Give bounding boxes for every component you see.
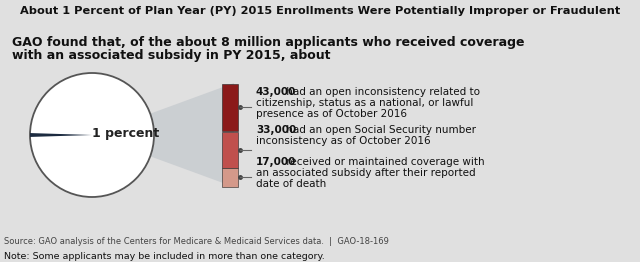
Text: received or maintained coverage with: received or maintained coverage with bbox=[283, 157, 484, 167]
Wedge shape bbox=[30, 133, 92, 137]
Bar bbox=[222, 84, 238, 131]
Text: Note: Some applicants may be included in more than one category.: Note: Some applicants may be included in… bbox=[4, 253, 324, 261]
Text: date of death: date of death bbox=[256, 179, 326, 189]
Circle shape bbox=[30, 73, 154, 197]
Text: GAO found that, of the about 8 million applicants who received coverage: GAO found that, of the about 8 million a… bbox=[12, 36, 525, 49]
Text: 33,000: 33,000 bbox=[256, 125, 296, 135]
Text: About 1 Percent of Plan Year (PY) 2015 Enrollments Were Potentially Improper or : About 1 Percent of Plan Year (PY) 2015 E… bbox=[20, 6, 620, 16]
Text: citizenship, status as a national, or lawful: citizenship, status as a national, or la… bbox=[256, 98, 474, 108]
Text: with an associated subsidy in PY 2015, about: with an associated subsidy in PY 2015, a… bbox=[12, 49, 330, 62]
Text: had an open inconsistency related to: had an open inconsistency related to bbox=[283, 87, 480, 97]
Polygon shape bbox=[92, 83, 234, 187]
Bar bbox=[222, 168, 238, 187]
Text: 1 percent: 1 percent bbox=[92, 127, 160, 139]
Text: inconsistency as of October 2016: inconsistency as of October 2016 bbox=[256, 136, 431, 146]
Text: had an open Social Security number: had an open Social Security number bbox=[283, 125, 476, 135]
Bar bbox=[222, 132, 238, 168]
Text: Source: GAO analysis of the Centers for Medicare & Medicaid Services data.  |  G: Source: GAO analysis of the Centers for … bbox=[4, 237, 389, 246]
Text: 17,000: 17,000 bbox=[256, 157, 296, 167]
Text: an associated subsidy after their reported: an associated subsidy after their report… bbox=[256, 168, 476, 178]
Text: presence as of October 2016: presence as of October 2016 bbox=[256, 109, 407, 119]
Text: 43,000: 43,000 bbox=[256, 87, 296, 97]
